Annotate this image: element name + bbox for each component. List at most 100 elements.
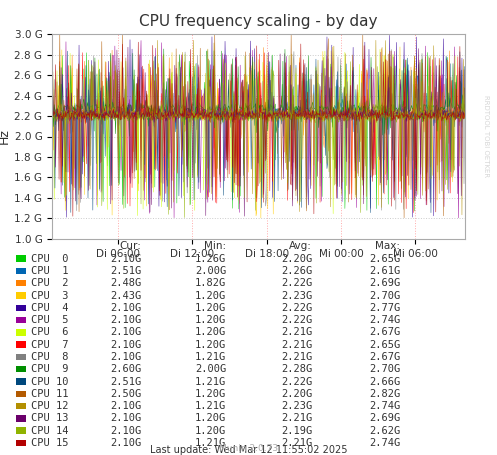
Text: 2.23G: 2.23G [281,401,312,411]
Text: 2.62G: 2.62G [369,426,400,435]
Text: CPU  3: CPU 3 [31,291,68,300]
Text: 2.10G: 2.10G [110,328,142,337]
FancyBboxPatch shape [16,366,26,372]
FancyBboxPatch shape [16,415,26,421]
Text: 2.43G: 2.43G [110,291,142,300]
Text: 2.22G: 2.22G [281,278,312,288]
Text: 1.21G: 1.21G [195,438,226,448]
Text: 1.20G: 1.20G [195,303,226,313]
Text: 1.20G: 1.20G [195,328,226,337]
Text: 2.21G: 2.21G [281,340,312,349]
Text: 1.20G: 1.20G [195,426,226,435]
Text: 2.10G: 2.10G [110,352,142,362]
Text: 1.21G: 1.21G [195,352,226,362]
Text: CPU  9: CPU 9 [31,364,68,374]
Text: 2.70G: 2.70G [369,364,400,374]
Text: 2.74G: 2.74G [369,401,400,411]
Text: 2.21G: 2.21G [281,414,312,423]
Text: 2.10G: 2.10G [110,254,142,263]
Text: 2.21G: 2.21G [281,328,312,337]
Text: CPU 12: CPU 12 [31,401,68,411]
FancyBboxPatch shape [16,403,26,410]
Text: 2.67G: 2.67G [369,352,400,362]
Y-axis label: Hz: Hz [0,129,10,144]
Text: 2.20G: 2.20G [281,254,312,263]
Text: 2.22G: 2.22G [281,315,312,325]
Text: 2.26G: 2.26G [281,266,312,276]
Text: CPU 11: CPU 11 [31,389,68,399]
FancyBboxPatch shape [16,354,26,360]
Text: CPU  8: CPU 8 [31,352,68,362]
Text: 2.77G: 2.77G [369,303,400,313]
Text: 2.66G: 2.66G [369,377,400,386]
Text: CPU  6: CPU 6 [31,328,68,337]
FancyBboxPatch shape [16,317,26,323]
FancyBboxPatch shape [16,440,26,446]
Text: 1.20G: 1.20G [195,414,226,423]
Text: 2.61G: 2.61G [369,266,400,276]
Text: 2.10G: 2.10G [110,315,142,325]
Text: 2.10G: 2.10G [110,401,142,411]
Text: 2.48G: 2.48G [110,278,142,288]
FancyBboxPatch shape [16,305,26,311]
Text: 2.74G: 2.74G [369,438,400,448]
FancyBboxPatch shape [16,268,26,274]
Text: 2.69G: 2.69G [369,278,400,288]
Text: 1.20G: 1.20G [195,315,226,325]
Text: 1.20G: 1.20G [195,291,226,300]
Text: Avg:: Avg: [289,241,312,251]
Text: 1.20G: 1.20G [195,389,226,399]
Text: CPU  5: CPU 5 [31,315,68,325]
Text: 1.26G: 1.26G [195,254,226,263]
Text: 1.82G: 1.82G [195,278,226,288]
Text: CPU  0: CPU 0 [31,254,68,263]
Text: 2.65G: 2.65G [369,254,400,263]
Text: 2.10G: 2.10G [110,426,142,435]
Text: 2.10G: 2.10G [110,414,142,423]
Text: 2.74G: 2.74G [369,315,400,325]
Title: CPU frequency scaling - by day: CPU frequency scaling - by day [139,14,378,29]
Text: 2.23G: 2.23G [281,291,312,300]
Text: Cur:: Cur: [120,241,142,251]
Text: CPU 13: CPU 13 [31,414,68,423]
Text: 2.19G: 2.19G [281,426,312,435]
FancyBboxPatch shape [16,341,26,348]
Text: 2.10G: 2.10G [110,303,142,313]
Text: Last update: Wed Mar 12 11:55:02 2025: Last update: Wed Mar 12 11:55:02 2025 [150,445,347,455]
Text: CPU 15: CPU 15 [31,438,68,448]
FancyBboxPatch shape [16,256,26,262]
Text: 2.51G: 2.51G [110,266,142,276]
FancyBboxPatch shape [16,378,26,384]
Text: 2.50G: 2.50G [110,389,142,399]
FancyBboxPatch shape [16,329,26,336]
Text: Max:: Max: [375,241,400,251]
Text: 2.20G: 2.20G [281,389,312,399]
Text: 2.10G: 2.10G [110,438,142,448]
Text: 2.82G: 2.82G [369,389,400,399]
Text: CPU  4: CPU 4 [31,303,68,313]
Text: 2.21G: 2.21G [281,352,312,362]
Text: 2.22G: 2.22G [281,303,312,313]
Text: 2.70G: 2.70G [369,291,400,300]
Text: RRDTOOL TOBI OETKER: RRDTOOL TOBI OETKER [483,96,489,177]
Text: 2.69G: 2.69G [369,414,400,423]
FancyBboxPatch shape [16,428,26,434]
Text: CPU  1: CPU 1 [31,266,68,276]
Text: 2.00G: 2.00G [195,364,226,374]
Text: CPU 14: CPU 14 [31,426,68,435]
Text: 2.10G: 2.10G [110,340,142,349]
Text: 2.67G: 2.67G [369,328,400,337]
Text: CPU 10: CPU 10 [31,377,68,386]
FancyBboxPatch shape [16,390,26,397]
Text: CPU  7: CPU 7 [31,340,68,349]
FancyBboxPatch shape [16,280,26,287]
Text: 1.21G: 1.21G [195,377,226,386]
Text: 2.22G: 2.22G [281,377,312,386]
Text: 2.51G: 2.51G [110,377,142,386]
Text: 2.60G: 2.60G [110,364,142,374]
Text: 1.20G: 1.20G [195,340,226,349]
Text: 1.21G: 1.21G [195,401,226,411]
Text: 2.21G: 2.21G [281,438,312,448]
Text: CPU  2: CPU 2 [31,278,68,288]
Text: Munin 2.0.73: Munin 2.0.73 [219,445,278,453]
